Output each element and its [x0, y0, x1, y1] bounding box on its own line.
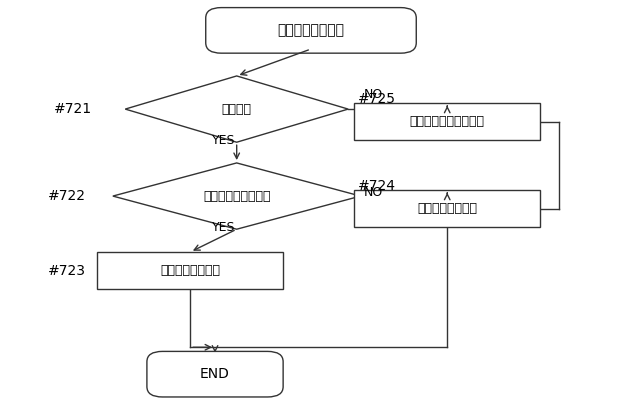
Text: YES: YES	[212, 221, 235, 234]
Text: 第一の形態に決定: 第一の形態に決定	[160, 264, 220, 277]
Text: #724: #724	[358, 179, 396, 193]
Text: END: END	[200, 367, 230, 381]
Polygon shape	[113, 163, 361, 229]
Text: メッセージ領域有？: メッセージ領域有？	[203, 190, 271, 203]
Text: 表示形態決定処理: 表示形態決定処理	[277, 23, 345, 38]
Text: 第二の形態に決定: 第二の形態に決定	[417, 202, 477, 215]
Polygon shape	[125, 76, 348, 142]
Bar	[355, 190, 540, 227]
Text: NO: NO	[364, 186, 383, 199]
Bar	[98, 252, 283, 289]
Text: #723: #723	[48, 264, 86, 278]
Text: YES: YES	[212, 134, 235, 147]
Text: #725: #725	[358, 92, 396, 106]
Text: 通知された形態に決定: 通知された形態に決定	[410, 115, 485, 128]
Text: NO: NO	[364, 88, 383, 101]
Text: #721: #721	[54, 102, 92, 116]
FancyBboxPatch shape	[206, 8, 416, 53]
Text: 設定中？: 設定中？	[221, 103, 252, 116]
Bar	[355, 103, 540, 140]
Text: #722: #722	[48, 189, 86, 203]
FancyBboxPatch shape	[147, 352, 283, 397]
